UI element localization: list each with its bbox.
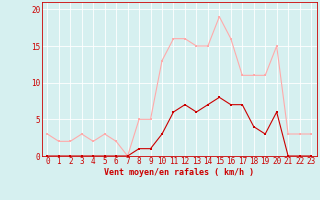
X-axis label: Vent moyen/en rafales ( km/h ): Vent moyen/en rafales ( km/h ) <box>104 168 254 177</box>
